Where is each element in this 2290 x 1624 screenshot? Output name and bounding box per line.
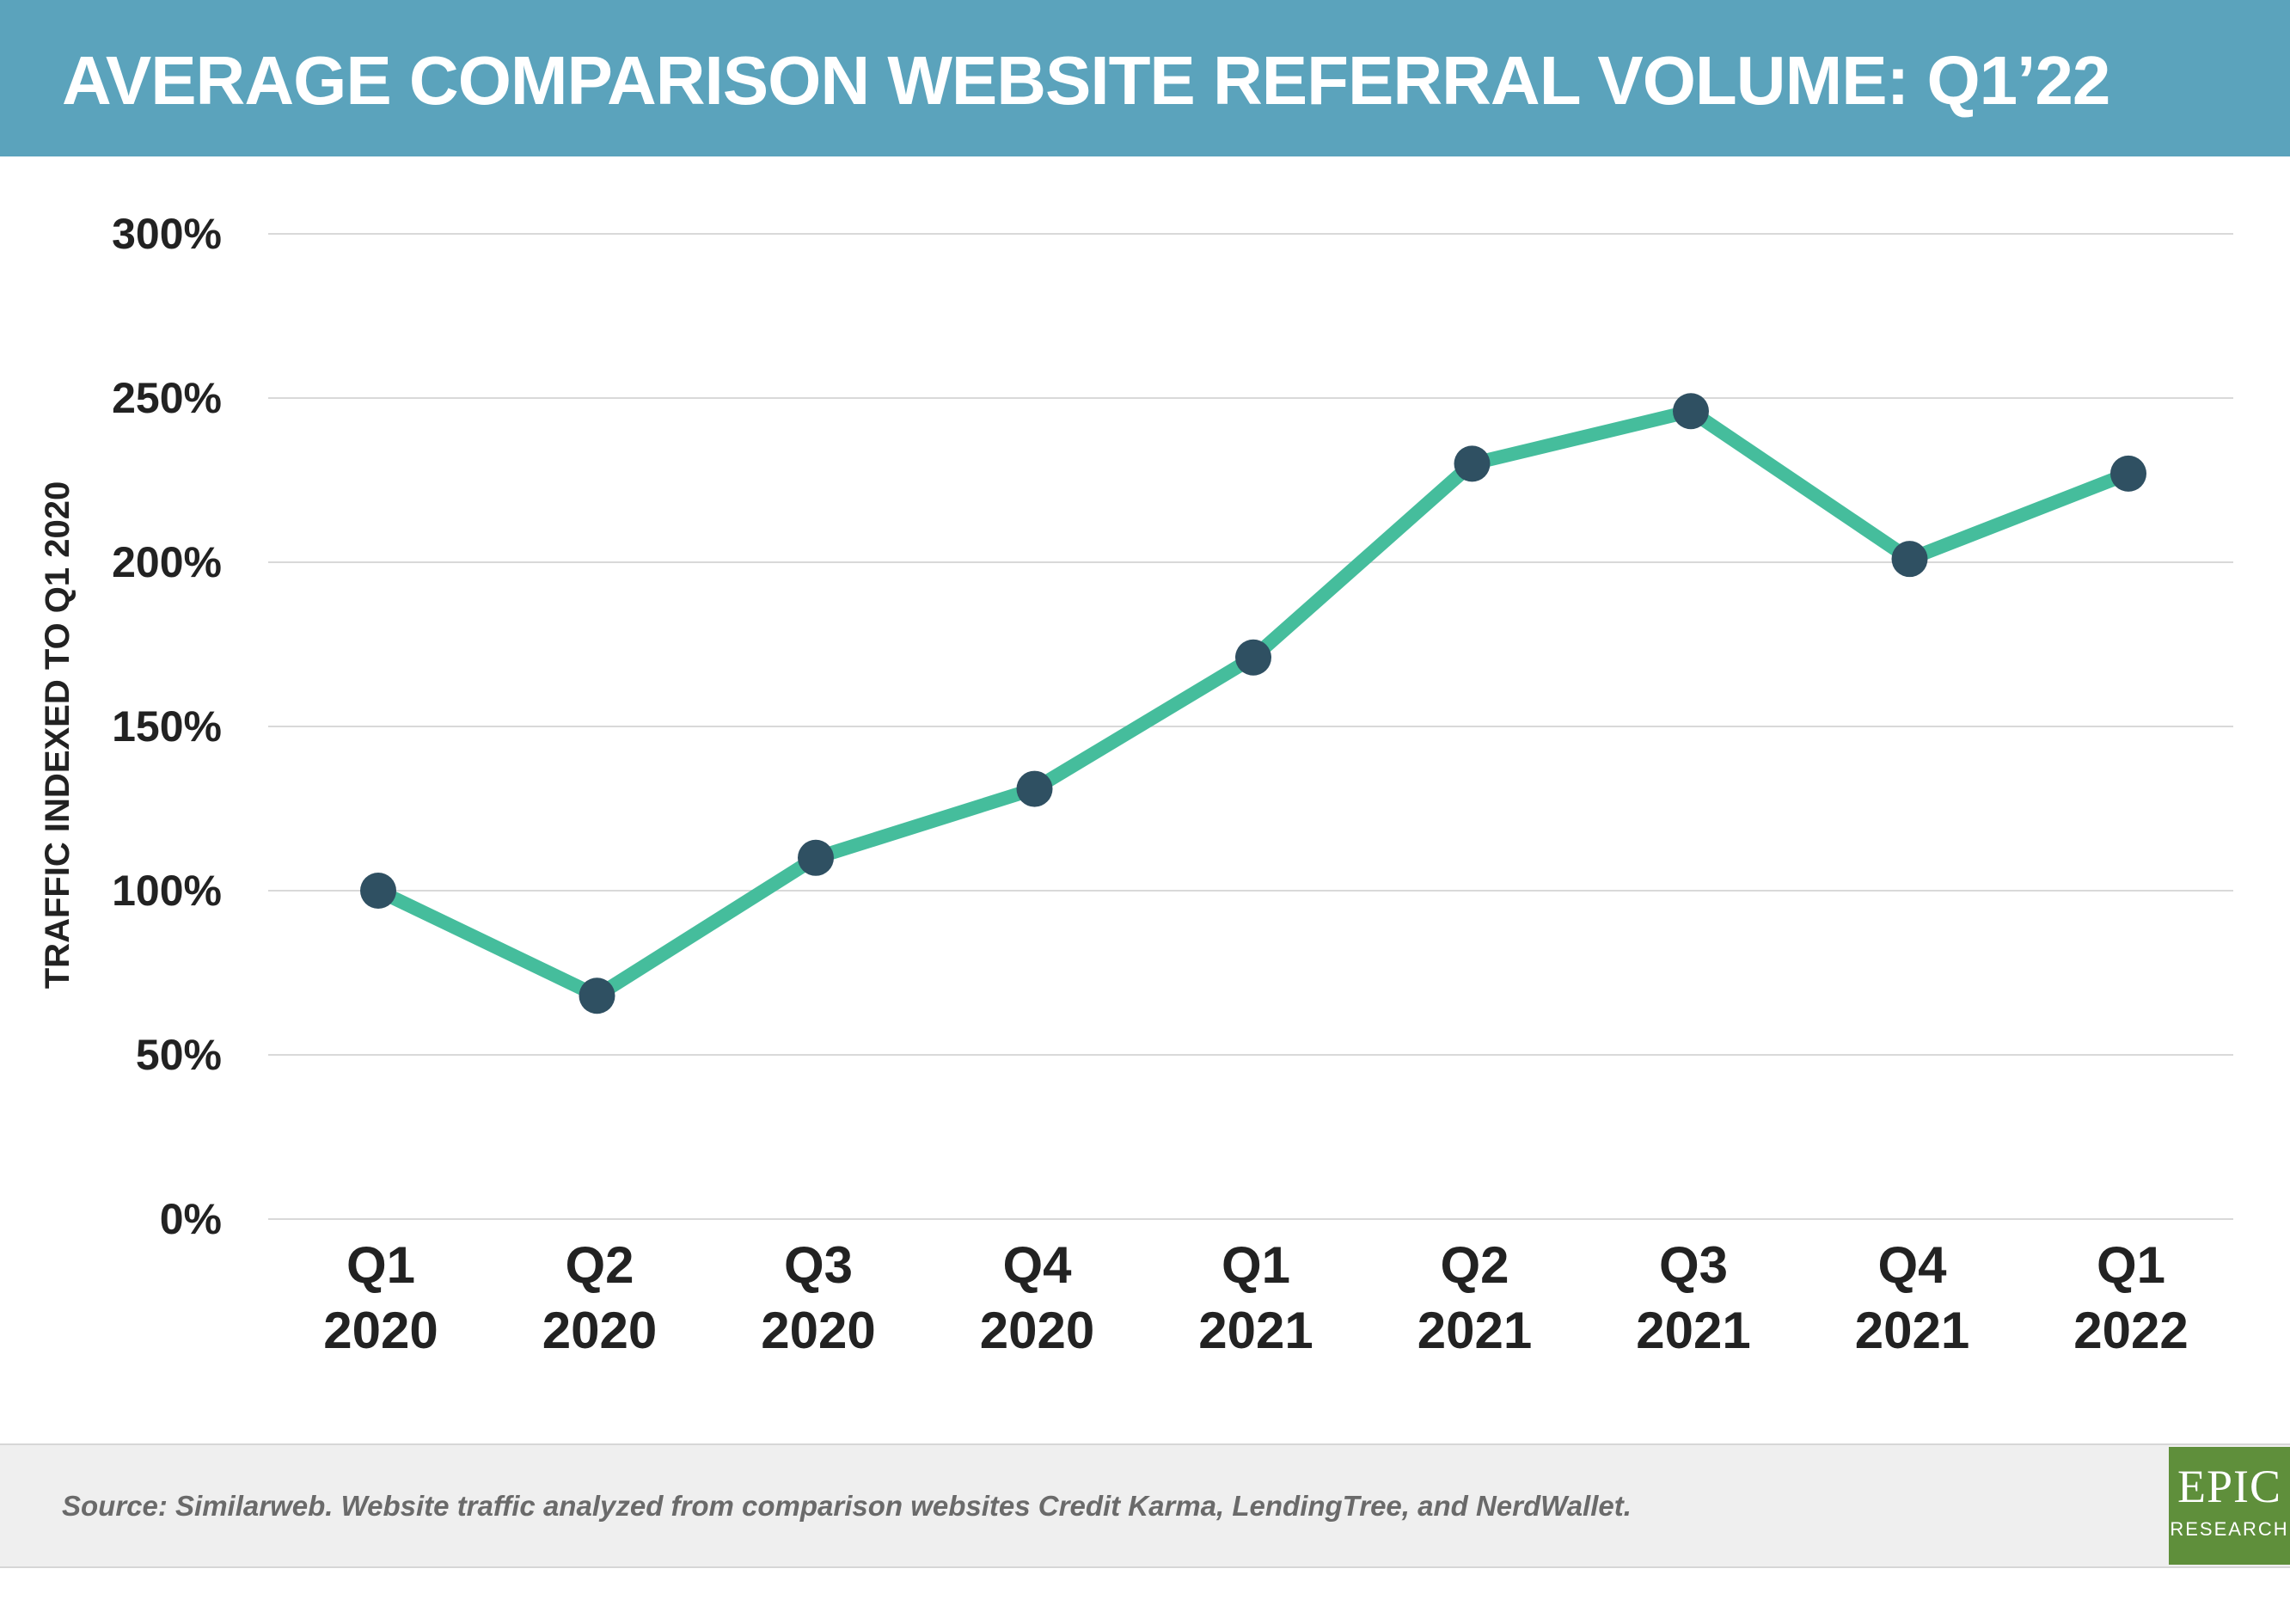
data-point [579,977,615,1014]
y-axis-label: TRAFFIC INDEXED TO Q1 2020 [39,481,77,990]
x-tick-label: Q4 2021 [1855,1236,1969,1359]
data-point [1454,445,1491,482]
source-note: Source: Similarweb. Website traffic anal… [62,1490,1632,1522]
logo-subtitle: RESEARCH [2170,1518,2289,1540]
data-point [1235,639,1271,676]
data-point [1891,541,1928,578]
y-tick-label: 250% [112,374,222,422]
x-tick-label: Q2 2021 [1417,1236,1532,1359]
x-tick-label: Q1 2022 [2073,1236,2188,1359]
line-chart: 0% 50% 100% 150% 200% 250% 300% Q1 2020 Q2 2020 Q3… [39,210,2233,1359]
y-tick-label: 200% [112,538,222,586]
data-points [360,393,2146,1014]
series-line-path [371,404,2135,1003]
y-tick-label: 150% [112,702,222,751]
x-tick-label: Q1 2021 [1198,1236,1313,1359]
logo-wordmark: EPIC [2177,1461,2282,1512]
title-banner: AVERAGE COMPARISON WEBSITE REFERRAL VOLU… [0,0,2290,156]
gridlines [268,233,2233,1220]
data-point [360,873,396,909]
x-tick-label: Q3 2020 [761,1236,875,1359]
series-line [371,404,2135,1003]
data-point [2110,455,2146,492]
data-point [1673,393,1709,430]
x-tick-label: Q4 2020 [980,1236,1094,1359]
data-point [798,839,834,876]
y-tick-label: 50% [136,1031,222,1079]
y-tick-label: 300% [112,210,222,258]
epic-research-logo: EPIC RESEARCH [2169,1447,2290,1565]
data-point [1016,770,1053,807]
y-axis-tick-labels: 0% 50% 100% 150% 200% 250% 300% [112,210,222,1243]
x-axis-tick-labels: Q1 2020 Q2 2020 Q3 2020 Q4 2020 Q1 2021 Q2 2021 Q3 20… [323,1236,2188,1359]
y-tick-label: 0% [160,1195,222,1243]
x-tick-label: Q1 2020 [323,1236,438,1359]
y-tick-label: 100% [112,867,222,915]
source-footer: Source: Similarweb. Website traffic anal… [0,1443,2290,1568]
x-tick-label: Q2 2020 [542,1236,657,1359]
chart-title: AVERAGE COMPARISON WEBSITE REFERRAL VOLU… [62,42,2110,119]
x-tick-label: Q3 2021 [1636,1236,1750,1359]
